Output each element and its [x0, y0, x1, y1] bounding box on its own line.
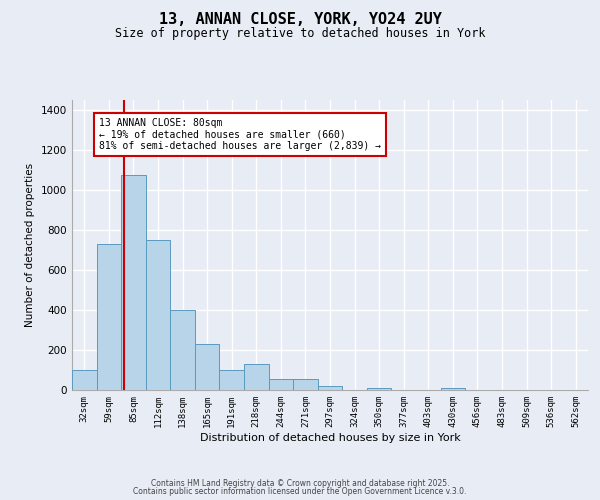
Text: Contains public sector information licensed under the Open Government Licence v.: Contains public sector information licen… — [133, 487, 467, 496]
Bar — [195, 344, 220, 390]
Bar — [293, 379, 318, 390]
Y-axis label: Number of detached properties: Number of detached properties — [25, 163, 35, 327]
Bar — [220, 370, 244, 390]
Text: 13, ANNAN CLOSE, YORK, YO24 2UY: 13, ANNAN CLOSE, YORK, YO24 2UY — [158, 12, 442, 28]
Text: 13 ANNAN CLOSE: 80sqm
← 19% of detached houses are smaller (660)
81% of semi-det: 13 ANNAN CLOSE: 80sqm ← 19% of detached … — [99, 118, 381, 151]
Bar — [170, 310, 195, 390]
X-axis label: Distribution of detached houses by size in York: Distribution of detached houses by size … — [200, 432, 460, 442]
Bar — [318, 386, 342, 390]
Bar — [121, 175, 146, 390]
Bar — [367, 388, 391, 390]
Bar — [269, 379, 293, 390]
Text: Contains HM Land Registry data © Crown copyright and database right 2025.: Contains HM Land Registry data © Crown c… — [151, 478, 449, 488]
Bar — [146, 240, 170, 390]
Bar — [97, 244, 121, 390]
Bar — [244, 364, 269, 390]
Text: Size of property relative to detached houses in York: Size of property relative to detached ho… — [115, 28, 485, 40]
Bar — [440, 388, 465, 390]
Bar — [72, 370, 97, 390]
